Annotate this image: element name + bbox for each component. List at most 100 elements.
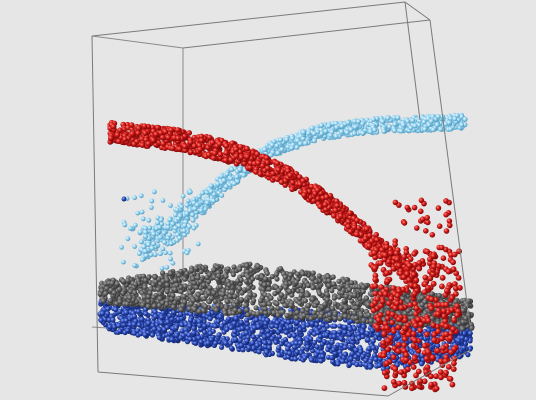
- gray-particle: [343, 293, 349, 299]
- gray-particle: [215, 302, 221, 309]
- blue-particle: [196, 335, 202, 341]
- gray-particle: [262, 276, 269, 282]
- gray-particle: [164, 289, 170, 295]
- light-blue-particle: [410, 118, 416, 124]
- gray-particle: [157, 281, 163, 287]
- light-blue-particle: [138, 193, 144, 199]
- light-blue-particle: [177, 235, 183, 241]
- blue-particle: [262, 344, 268, 350]
- gray-particle: [211, 267, 217, 273]
- gray-particle: [293, 279, 299, 285]
- gray-particle: [272, 291, 278, 297]
- light-blue-particle: [372, 127, 378, 133]
- light-blue-particle: [167, 232, 173, 238]
- blue-particle: [347, 326, 353, 332]
- light-blue-particle: [392, 128, 398, 134]
- light-blue-particle: [160, 246, 166, 252]
- gray-particle: [97, 291, 103, 297]
- gray-particle: [190, 276, 196, 282]
- gray-particle: [244, 307, 250, 313]
- blue-particle: [338, 336, 344, 342]
- light-blue-particle: [319, 123, 325, 128]
- light-blue-particle: [132, 244, 138, 249]
- blue-particle: [123, 318, 129, 324]
- gray-particle: [287, 272, 294, 278]
- blue-particle: [342, 329, 348, 335]
- blue-particle: [292, 356, 298, 362]
- gray-particle: [338, 305, 344, 311]
- blue-particle: [277, 326, 283, 332]
- blue-particle: [342, 351, 348, 357]
- blue-particle: [156, 327, 163, 333]
- blue-particle: [467, 330, 473, 336]
- blue-particle: [276, 345, 282, 351]
- blue-particle: [240, 347, 246, 353]
- light-blue-particle: [165, 225, 171, 230]
- blue-particle: [367, 364, 373, 370]
- blue-particle: [355, 331, 361, 337]
- gray-particle: [187, 285, 193, 291]
- light-blue-particle: [151, 231, 157, 237]
- gray-particle: [201, 282, 207, 288]
- gray-particle: [358, 312, 364, 318]
- gray-particle: [245, 312, 251, 318]
- blue-particle: [168, 329, 175, 336]
- gray-particle: [211, 290, 217, 296]
- blue-particle: [158, 320, 165, 326]
- light-blue-particle: [426, 122, 432, 128]
- light-blue-particle: [149, 245, 155, 251]
- blue-particle: [127, 322, 133, 328]
- light-blue-particle: [127, 226, 133, 231]
- blue-particle: [113, 306, 119, 313]
- light-blue-particle: [167, 217, 173, 223]
- gray-particle: [150, 294, 157, 300]
- blue-particle: [320, 353, 326, 359]
- light-blue-particle: [142, 248, 148, 254]
- blue-particle: [216, 332, 222, 338]
- blue-particle: [191, 330, 197, 336]
- light-blue-particle: [184, 250, 190, 256]
- blue-particle: [361, 324, 367, 330]
- gray-particle: [298, 292, 304, 298]
- blue-particle: [386, 354, 393, 360]
- blue-particle: [461, 345, 467, 351]
- light-blue-particle: [125, 236, 131, 242]
- light-blue-particle: [180, 193, 186, 199]
- gray-particle: [216, 273, 222, 279]
- blue-particle: [131, 321, 137, 327]
- light-blue-particle: [294, 144, 300, 150]
- blue-particle: [357, 361, 364, 368]
- light-blue-particle: [122, 222, 128, 228]
- gray-particle: [288, 310, 294, 317]
- blue-particle: [243, 330, 249, 336]
- gray-particle: [353, 315, 359, 321]
- blue-particle: [317, 333, 323, 339]
- blue-particle: [300, 346, 306, 352]
- light-blue-particle: [339, 129, 345, 135]
- light-blue-particle: [312, 138, 317, 144]
- blue-particle: [246, 345, 252, 351]
- blue-particle: [125, 327, 131, 334]
- gray-particle: [463, 315, 469, 321]
- blue-particle: [156, 334, 162, 340]
- blue-particle: [323, 332, 330, 338]
- blue-particle: [231, 320, 237, 326]
- light-blue-particle: [139, 209, 145, 215]
- light-blue-particle: [352, 124, 358, 130]
- blue-particle: [173, 325, 179, 331]
- light-blue-particle: [138, 239, 144, 245]
- blue-particle: [251, 345, 257, 351]
- gray-particle: [193, 265, 199, 271]
- light-blue-particle: [187, 189, 193, 195]
- light-blue-particle: [219, 192, 225, 198]
- gray-particle: [243, 302, 249, 308]
- gray-particle: [337, 315, 343, 321]
- light-blue-particle: [446, 120, 452, 126]
- gray-particle: [217, 284, 223, 290]
- light-blue-particle: [356, 119, 361, 124]
- light-blue-particle: [422, 126, 428, 132]
- blue-particle: [228, 324, 234, 331]
- gray-particle: [225, 266, 231, 272]
- blue-particle: [224, 326, 230, 332]
- blue-particle: [238, 319, 244, 325]
